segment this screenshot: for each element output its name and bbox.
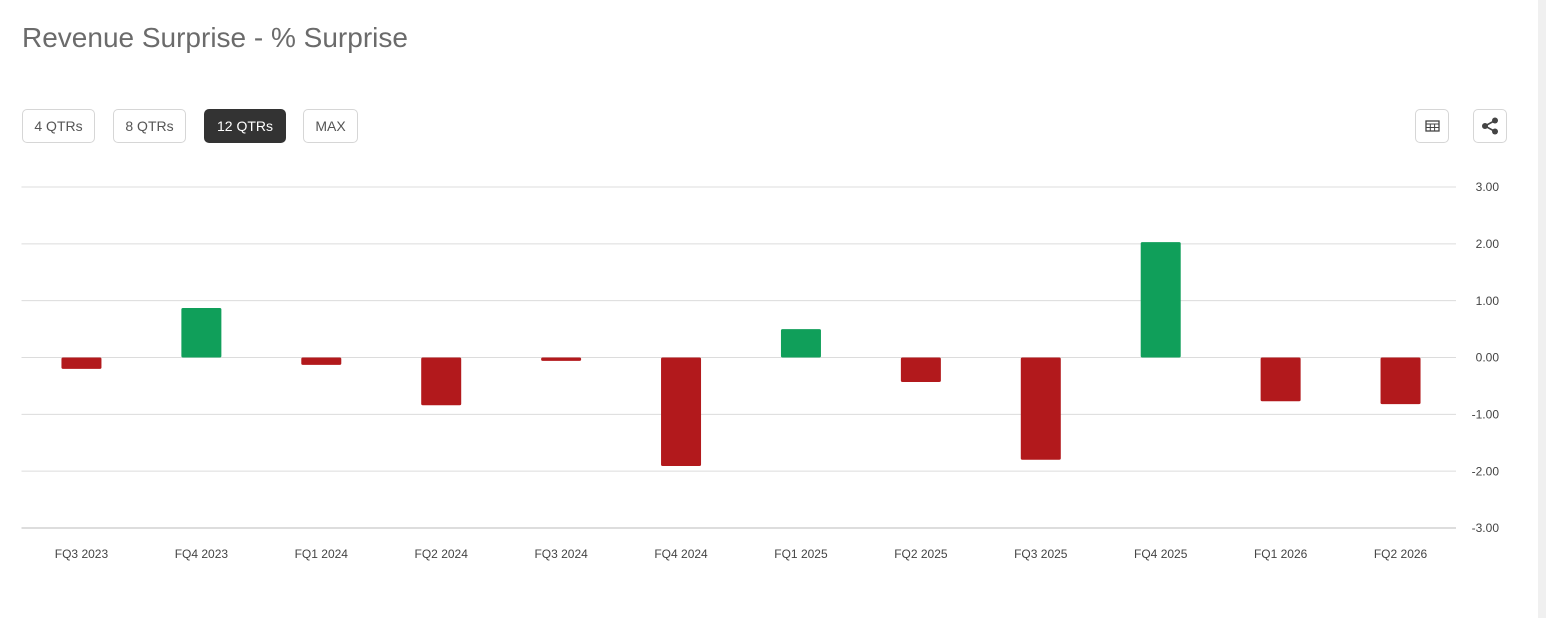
- bar: [900, 357, 941, 382]
- bar: [1020, 357, 1061, 460]
- y-tick-label: -3.00: [1472, 521, 1500, 535]
- y-tick-label: -2.00: [1472, 464, 1500, 478]
- scrollbar: [1538, 0, 1546, 618]
- bar: [61, 357, 102, 369]
- bar: [301, 357, 342, 365]
- x-tick-label: FQ3 2023: [55, 547, 109, 561]
- table-icon: [1425, 120, 1440, 132]
- bar: [1380, 357, 1421, 405]
- range-button[interactable]: 8 QTRs: [113, 109, 186, 143]
- bar: [780, 329, 821, 358]
- bar: [541, 357, 582, 361]
- x-tick-label: FQ2 2025: [894, 547, 948, 561]
- range-button[interactable]: MAX: [303, 109, 358, 143]
- x-tick-label: FQ2 2024: [415, 547, 469, 561]
- x-tick-label: FQ4 2024: [654, 547, 708, 561]
- x-tick-label: FQ1 2026: [1254, 547, 1308, 561]
- x-tick-label: FQ1 2024: [295, 547, 349, 561]
- bar: [661, 357, 702, 467]
- x-tick-label: FQ3 2024: [534, 547, 588, 561]
- y-tick-label: 0.00: [1476, 351, 1500, 365]
- y-tick-label: 2.00: [1476, 237, 1500, 251]
- page-title: Revenue Surprise - % Surprise: [22, 22, 408, 53]
- bar: [1140, 242, 1181, 358]
- share-button[interactable]: [1473, 109, 1507, 143]
- x-tick-label: FQ4 2023: [175, 547, 229, 561]
- x-tick-label: FQ4 2025: [1134, 547, 1188, 561]
- y-tick-label: -1.00: [1472, 408, 1500, 422]
- x-tick-label: FQ1 2025: [774, 547, 828, 561]
- x-tick-label: FQ3 2025: [1014, 547, 1068, 561]
- bar: [421, 357, 462, 406]
- share-icon: [1482, 117, 1498, 135]
- bar: [1260, 357, 1301, 402]
- range-button[interactable]: 12 QTRs: [204, 109, 286, 143]
- range-button[interactable]: 4 QTRs: [22, 109, 95, 143]
- x-tick-label: FQ2 2026: [1374, 547, 1428, 561]
- y-tick-label: 1.00: [1476, 294, 1500, 308]
- table-button[interactable]: [1415, 109, 1449, 143]
- y-tick-label: 3.00: [1476, 180, 1500, 194]
- bar: [181, 308, 222, 358]
